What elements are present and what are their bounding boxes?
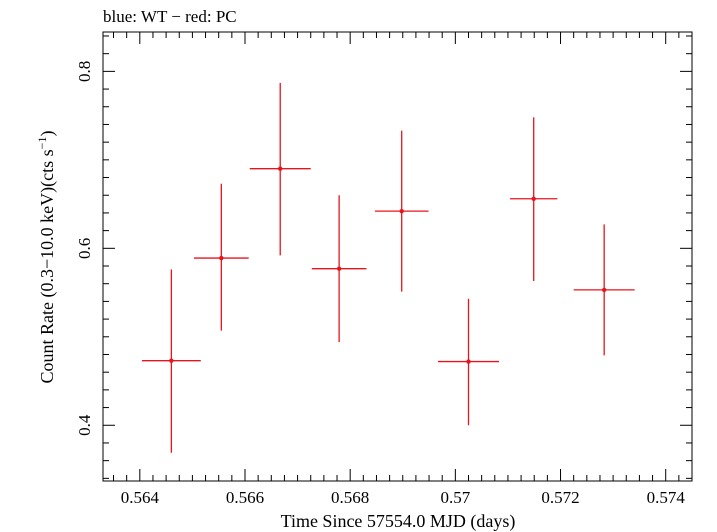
plot-frame	[102, 31, 693, 482]
y-axis-label-superscript: −1	[35, 137, 49, 150]
y-axis: 0.4 0.6 0.8	[75, 35, 692, 479]
y-tick-label: 0.4	[75, 414, 94, 436]
data-series	[141, 82, 635, 453]
y-tick-label: 0.8	[75, 61, 94, 82]
y-axis-label: Count Rate (0.3−10.0 keV)(cts s−1)	[35, 131, 58, 384]
x-tick-label: 0.574	[647, 488, 686, 507]
y-axis-label-main: Count Rate (0.3−10.0 keV)(cts s	[37, 149, 58, 383]
data-point	[399, 208, 404, 214]
y-tick-label: 0.6	[75, 238, 94, 259]
x-axis: 0.564 0.566 0.568 0.57 0.572 0.574	[113, 32, 686, 507]
data-point	[278, 166, 283, 171]
x-tick-label: 0.568	[331, 488, 369, 507]
data-point	[466, 359, 471, 364]
x-tick-label: 0.572	[541, 488, 579, 507]
chart-header-label: blue: WT − red: PC	[103, 7, 237, 26]
x-tick-label: 0.566	[226, 488, 264, 507]
data-point	[169, 358, 174, 363]
data-point	[531, 196, 536, 201]
x-tick-label: 0.564	[121, 488, 160, 507]
data-point	[219, 255, 224, 261]
x-axis-label: Time Since 57554.0 MJD (days)	[281, 511, 516, 532]
data-point	[336, 266, 342, 271]
data-point	[601, 287, 607, 293]
y-axis-label-tail: )	[37, 131, 58, 137]
x-tick-label: 0.57	[440, 488, 470, 507]
